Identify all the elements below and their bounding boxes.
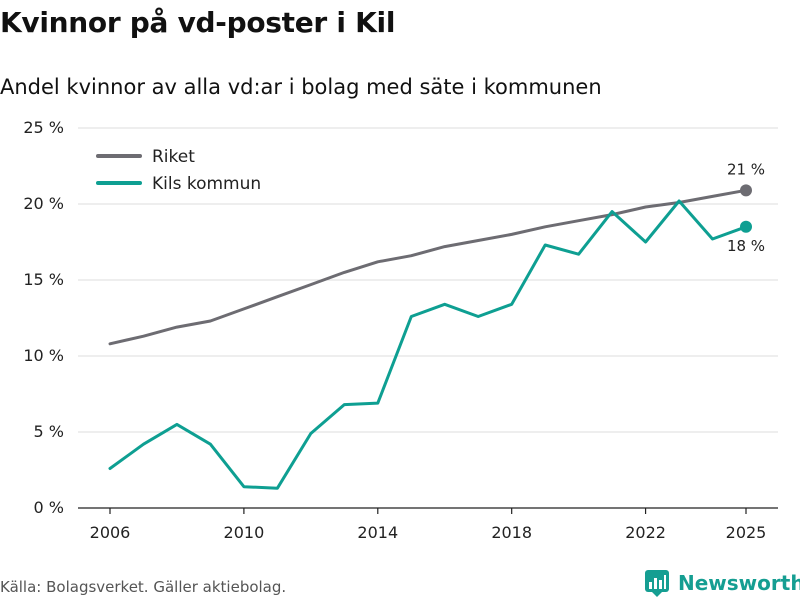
- y-tick-label: 20 %: [23, 194, 64, 213]
- x-tick-label: 2014: [357, 523, 398, 542]
- end-point-kils-kommun: [740, 220, 752, 233]
- series-line-riket: [108, 188, 748, 346]
- x-tick-label: 2025: [726, 523, 767, 542]
- series-lines: 21 % 18 %: [108, 160, 765, 490]
- y-tick-label: 25 %: [23, 118, 64, 137]
- x-tick-label: 2022: [625, 523, 666, 542]
- newsworthy-logo-icon: [645, 570, 669, 597]
- chart-title: Kvinnor på vd-poster i Kil: [0, 6, 396, 39]
- y-axis: 0 % 5 % 10 % 15 % 20 % 25 %: [23, 118, 64, 517]
- y-tick-label: 5 %: [34, 422, 64, 441]
- source-note: Källa: Bolagsverket. Gäller aktiebolag.: [0, 578, 287, 596]
- brand-name: Newsworthy: [678, 571, 800, 595]
- legend-label-riket: Riket: [152, 147, 195, 167]
- y-tick-label: 10 %: [23, 346, 64, 365]
- series-line-kils-kommun: [108, 199, 748, 490]
- end-label-kils-kommun: 18 %: [727, 237, 765, 255]
- x-tick-label: 2006: [90, 523, 131, 542]
- x-tick-label: 2010: [224, 523, 265, 542]
- end-point-riket: [740, 184, 752, 197]
- brand-logo: Newsworthy: [644, 569, 800, 597]
- x-tick-label: 2018: [491, 523, 532, 542]
- legend: Riket Kils kommun: [96, 147, 261, 194]
- x-axis: 2006 2010 2014 2018 2022 2025: [78, 507, 778, 542]
- legend-label-kils-kommun: Kils kommun: [152, 174, 261, 194]
- y-tick-label: 15 %: [23, 270, 64, 289]
- y-tick-label: 0 %: [34, 498, 64, 517]
- chart-subtitle: Andel kvinnor av alla vd:ar i bolag med …: [0, 75, 602, 99]
- end-label-riket: 21 %: [727, 160, 765, 178]
